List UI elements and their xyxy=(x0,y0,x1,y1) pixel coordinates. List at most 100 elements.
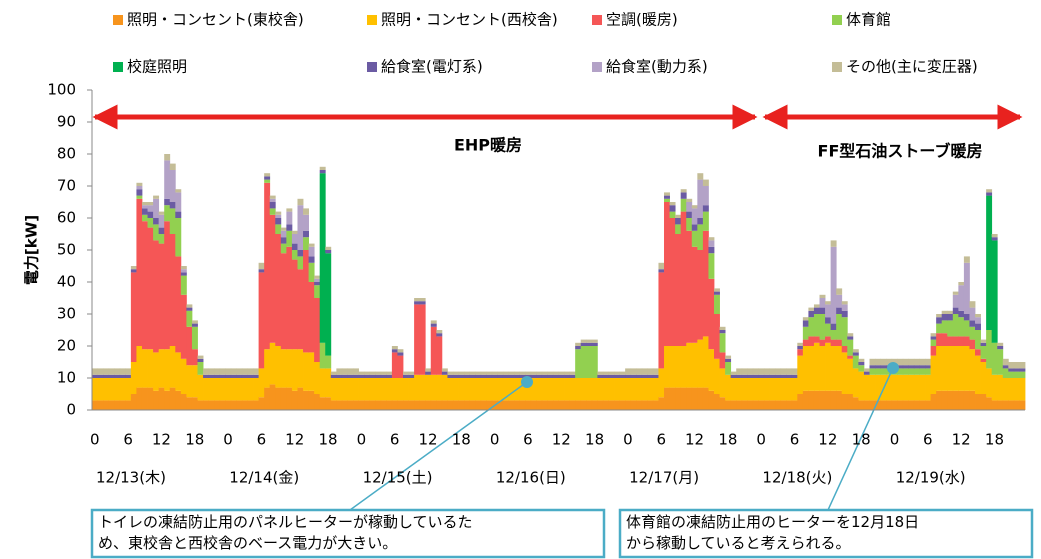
bar-segment xyxy=(819,314,826,340)
bar-segment xyxy=(436,374,443,401)
bar-segment xyxy=(658,368,665,398)
bar-segment xyxy=(797,342,804,346)
y-tick-label: 60 xyxy=(57,209,76,227)
bar-segment xyxy=(902,365,909,369)
bar-segment xyxy=(241,400,248,410)
bar-segment xyxy=(164,198,171,206)
bar-segment xyxy=(591,342,598,346)
bar-segment xyxy=(552,371,559,375)
bar-segment xyxy=(514,374,521,378)
day-label: 12/19(水) xyxy=(896,469,966,487)
bar-segment xyxy=(897,358,904,366)
bar-segment xyxy=(258,269,265,273)
bar-segment xyxy=(891,358,898,366)
bar-segment xyxy=(619,400,626,410)
bar-segment xyxy=(919,365,926,369)
bar-segment xyxy=(714,358,720,394)
bar-segment xyxy=(169,202,176,209)
bar-segment xyxy=(303,390,309,410)
bar-segment xyxy=(230,374,237,378)
bar-segment xyxy=(164,160,171,199)
bar-segment xyxy=(403,374,409,378)
x-tick-label: 18 xyxy=(718,431,737,449)
bar-segment xyxy=(502,400,509,410)
bar-segment xyxy=(297,205,304,250)
bar-segment xyxy=(169,163,176,170)
bar-segment xyxy=(675,387,682,410)
bar-segment xyxy=(791,374,798,378)
bar-segment xyxy=(825,336,832,343)
bar-segment xyxy=(358,400,365,410)
bar-segment xyxy=(991,400,998,410)
bar-segment xyxy=(902,368,909,375)
bar-segment xyxy=(519,374,526,378)
bar-segment xyxy=(619,378,626,401)
bar-segment xyxy=(702,211,709,231)
bar-segment xyxy=(925,365,931,369)
bar-segment xyxy=(480,374,487,378)
bar-segment xyxy=(780,374,787,378)
bar-segment xyxy=(1002,400,1009,410)
bar-segment xyxy=(963,320,970,337)
bar-segment xyxy=(186,326,193,366)
bar-segment xyxy=(691,208,698,225)
bar-segment xyxy=(180,294,187,359)
x-tick-label: 6 xyxy=(257,431,267,449)
bar-segment xyxy=(686,218,693,231)
y-tick-label: 0 xyxy=(66,401,76,419)
y-axis-label: 電力[kW] xyxy=(23,215,41,285)
bar-segment xyxy=(369,374,376,378)
bar-segment xyxy=(664,195,670,199)
bar-segment xyxy=(941,310,948,314)
bar-segment xyxy=(641,400,648,410)
bar-segment xyxy=(708,278,715,350)
bar-segment xyxy=(758,378,765,401)
bar-segment xyxy=(336,400,343,410)
bar-segment xyxy=(258,397,265,410)
bar-segment xyxy=(813,336,820,343)
bar-segment xyxy=(963,336,970,346)
y-tick-label: 20 xyxy=(57,337,76,355)
bar-segment xyxy=(858,362,865,366)
bar-segment xyxy=(92,368,98,375)
bar-segment xyxy=(680,387,687,410)
bar-segment xyxy=(353,378,359,401)
bar-segment xyxy=(303,250,309,353)
bar-segment xyxy=(897,365,904,369)
bar-segment xyxy=(136,387,143,410)
bar-segment xyxy=(136,198,143,346)
bar-segment xyxy=(952,314,959,337)
bar-segment xyxy=(92,378,98,401)
bar-segment xyxy=(552,400,559,410)
bar-segment xyxy=(591,339,598,343)
bar-segment xyxy=(947,336,954,346)
bar-segment xyxy=(214,368,221,375)
bar-segment xyxy=(347,400,354,410)
bar-segment xyxy=(175,352,182,391)
bar-segment xyxy=(286,224,293,231)
x-tick-label: 0 xyxy=(890,431,900,449)
bar-segment xyxy=(264,182,271,350)
bar-segment xyxy=(608,371,615,375)
bar-segment xyxy=(286,387,293,410)
y-tick-label: 10 xyxy=(57,369,76,387)
bar-segment xyxy=(825,323,832,337)
bar-segment xyxy=(469,374,476,378)
bar-segment xyxy=(697,179,704,218)
bar-segment xyxy=(875,368,882,375)
bar-segment xyxy=(403,378,409,401)
bar-segment xyxy=(291,234,298,244)
bar-segment xyxy=(947,310,954,314)
bar-segment xyxy=(475,371,482,375)
bar-segment xyxy=(397,349,404,353)
bar-segment xyxy=(991,240,998,343)
bar-segment xyxy=(286,349,293,388)
bar-segment xyxy=(397,378,404,401)
callout-dot xyxy=(887,362,899,374)
annotation: FF型石油ストーブ暖房 xyxy=(818,142,983,161)
bar-segment xyxy=(380,378,387,401)
bar-segment xyxy=(986,397,993,410)
bar-segment xyxy=(480,400,487,410)
bar-segment xyxy=(280,253,287,350)
x-tick-label: 18 xyxy=(852,431,871,449)
